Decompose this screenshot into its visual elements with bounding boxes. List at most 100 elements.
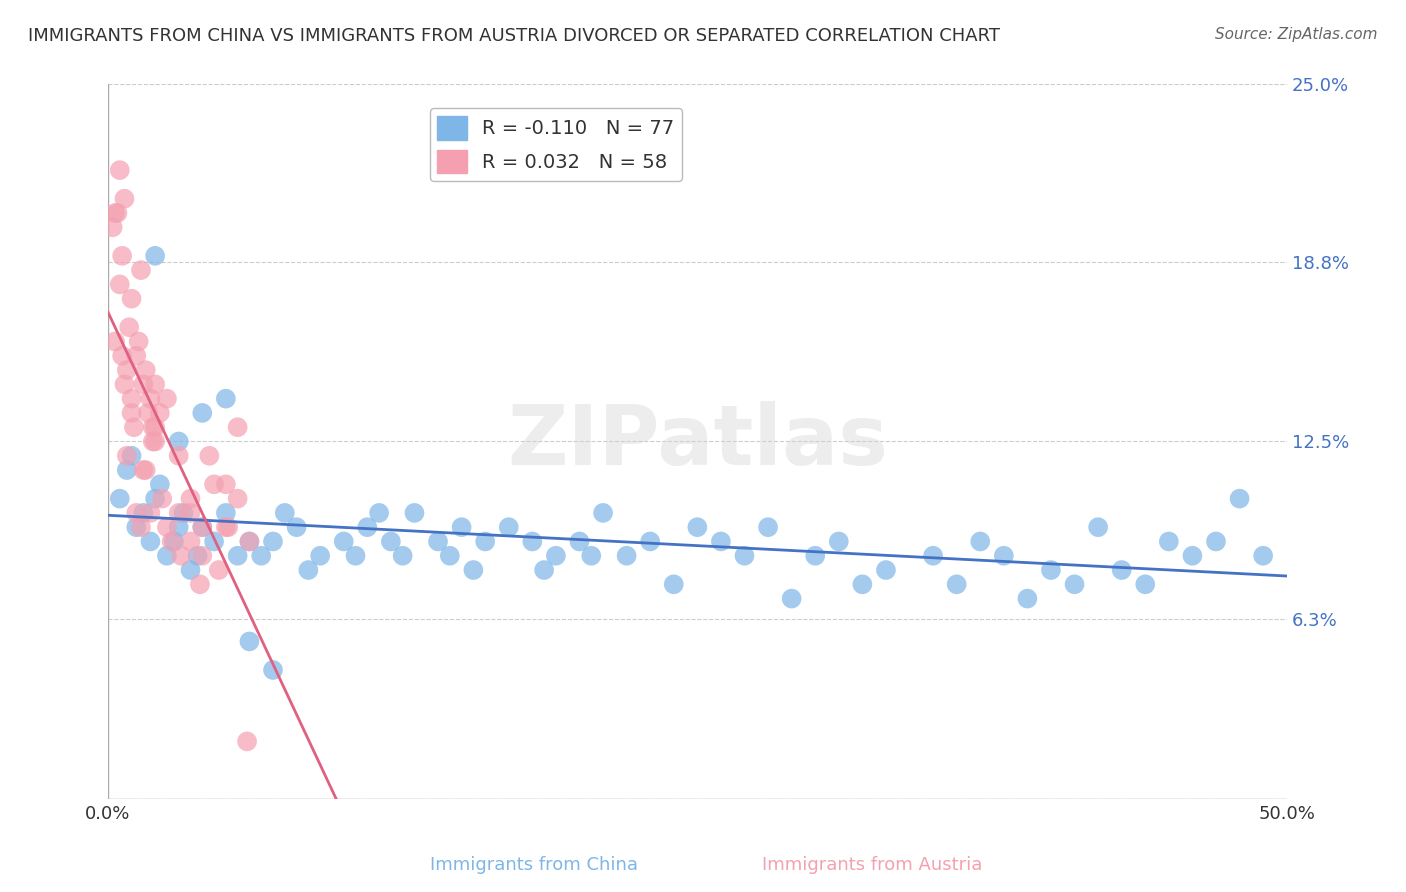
Point [332,534,354,549]
Point [581,549,603,563]
Point [1039,563,1062,577]
Point [474,534,496,549]
Point [238,534,260,549]
Point [202,534,225,549]
Point [568,534,591,549]
Point [875,563,897,577]
Point [1181,549,1204,563]
Point [450,520,472,534]
Point [439,549,461,563]
Point [121,292,143,306]
Point [114,377,136,392]
Point [544,549,567,563]
Text: IMMIGRANTS FROM CHINA VS IMMIGRANTS FROM AUSTRIA DIVORCED OR SEPARATED CORRELATI: IMMIGRANTS FROM CHINA VS IMMIGRANTS FROM… [28,27,1000,45]
Point [139,534,162,549]
Point [309,549,332,563]
Point [226,420,249,434]
Point [187,549,209,563]
Point [828,534,851,549]
Point [101,220,124,235]
Point [238,634,260,648]
Point [993,549,1015,563]
Point [215,520,238,534]
Point [132,463,155,477]
Point [217,520,239,534]
Point [404,506,426,520]
Point [167,449,190,463]
Point [238,534,260,549]
Point [115,363,138,377]
Point [616,549,638,563]
Point [132,506,155,520]
Point [285,520,308,534]
Point [202,477,225,491]
Point [356,520,378,534]
Point [107,206,129,220]
Point [156,520,179,534]
Point [129,263,152,277]
Point [262,663,284,677]
Point [115,463,138,477]
Point [236,734,259,748]
Point [780,591,803,606]
Point [143,249,166,263]
Point [191,520,214,534]
Point [756,520,779,534]
Point [188,577,211,591]
Point [297,563,319,577]
Point [1063,577,1085,591]
Point [1205,534,1227,549]
Point [170,549,193,563]
Point [143,434,166,449]
Point [1229,491,1251,506]
Point [167,520,190,534]
Point [104,334,127,349]
Point [150,491,173,506]
Point [638,534,661,549]
Text: Immigrants from China: Immigrants from China [430,856,638,874]
Point [274,506,297,520]
Point [804,549,827,563]
Point [969,534,991,549]
Point [149,406,172,420]
Point [115,449,138,463]
Point [136,406,159,420]
Point [533,563,555,577]
Point [427,534,450,549]
Point [135,463,157,477]
Point [132,377,155,392]
Point [125,520,148,534]
Point [139,506,162,520]
Point [463,563,485,577]
Point [380,534,402,549]
Text: ZIPatlas: ZIPatlas [506,401,887,482]
Point [215,392,238,406]
Point [179,563,201,577]
Point [368,506,391,520]
Point [1251,549,1274,563]
Point [104,206,127,220]
Point [135,363,157,377]
Point [945,577,967,591]
Point [128,334,150,349]
Point [498,520,520,534]
Point [139,392,162,406]
Point [226,491,249,506]
Point [344,549,367,563]
Point [262,534,284,549]
Point [592,506,614,520]
Point [191,520,214,534]
Point [160,534,183,549]
Point [662,577,685,591]
Point [172,506,194,520]
Point [108,277,131,292]
Point [129,520,152,534]
Point [215,506,238,520]
Point [121,392,143,406]
Point [179,491,201,506]
Point [734,549,756,563]
Point [118,320,141,334]
Point [143,420,166,434]
Point [108,163,131,178]
Point [250,549,273,563]
